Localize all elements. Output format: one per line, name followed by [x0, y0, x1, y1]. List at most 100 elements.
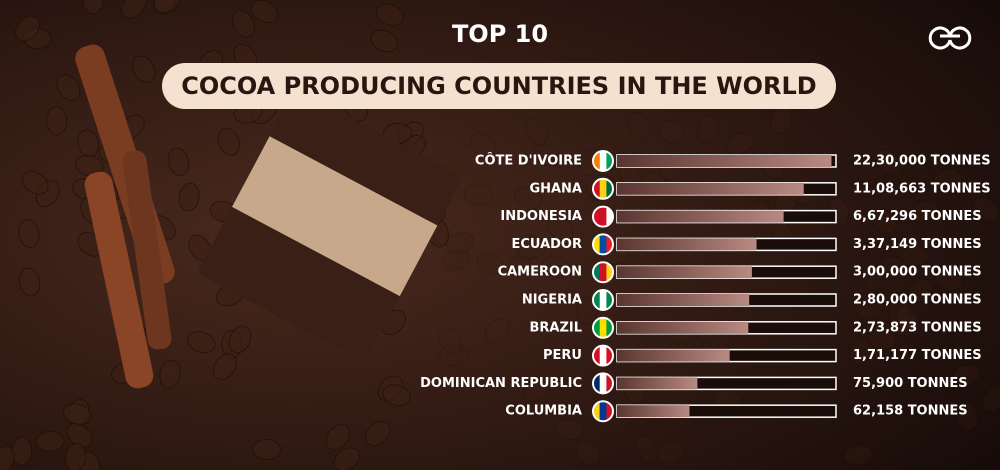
flag-border [592, 289, 614, 311]
bean [153, 0, 181, 13]
flag-stripe [593, 401, 600, 422]
bean [217, 127, 240, 156]
bar [617, 182, 804, 195]
value-label: 62,158 TONNES [853, 404, 968, 419]
bean [982, 386, 1000, 412]
bean [178, 182, 200, 212]
flag-stripe [599, 234, 607, 255]
bean [484, 318, 511, 343]
value-label: 3,37,149 TONNES [853, 237, 982, 252]
bean [956, 402, 978, 431]
flag-stripe [606, 262, 613, 283]
bar [617, 155, 832, 167]
bean [542, 255, 571, 278]
bean [868, 328, 897, 350]
flag-stripe [599, 262, 607, 283]
flag-stripe [599, 290, 607, 310]
value-label: 75,900 TONNES [853, 376, 968, 391]
flag-stripe [593, 234, 600, 255]
bean [555, 418, 585, 440]
bean [514, 186, 543, 210]
flag-stripe [606, 317, 613, 338]
bar [617, 321, 749, 334]
bean [228, 325, 252, 354]
bean [888, 296, 910, 326]
bean [656, 440, 685, 463]
category-label: CAMEROON [498, 265, 582, 280]
bean [250, 0, 279, 23]
flag-stripe [593, 206, 600, 227]
bean [907, 278, 934, 304]
flag-border [592, 344, 614, 367]
bean [658, 120, 686, 144]
bean [438, 327, 463, 355]
bean [325, 424, 351, 451]
bean [935, 268, 963, 292]
bean [382, 384, 411, 407]
bean [463, 184, 493, 206]
bean [66, 422, 93, 448]
bean [333, 447, 361, 472]
cinnamon [75, 44, 175, 389]
bean [442, 249, 471, 272]
category-label: PERU [543, 348, 582, 363]
bean [376, 3, 405, 27]
bean [516, 233, 539, 262]
bean [132, 55, 156, 83]
flag-stripe [606, 234, 613, 255]
flag-stripe [606, 373, 613, 394]
flag-border [592, 261, 614, 284]
bean [445, 231, 475, 254]
bean [844, 444, 873, 466]
category-label: COLUMBIA [505, 404, 582, 419]
bean [854, 297, 884, 319]
subtitle-pill [162, 63, 836, 109]
bean [18, 219, 40, 248]
bean [508, 255, 536, 280]
bean [159, 359, 181, 389]
value-label: 3,00,000 TONNES [853, 265, 982, 280]
bean [523, 378, 551, 402]
flag-stripe [593, 373, 600, 394]
flag-stripe [606, 206, 613, 227]
bean [0, 445, 15, 474]
bean [365, 420, 391, 447]
title: TOP 10 [452, 20, 548, 48]
bean [232, 10, 256, 38]
bean [861, 261, 883, 291]
bean [546, 217, 574, 241]
bean [900, 245, 930, 267]
flag-border [592, 177, 614, 200]
category-label: GHANA [529, 181, 582, 196]
bean [849, 337, 872, 366]
bean [533, 143, 561, 167]
flag-stripe [593, 290, 600, 310]
flag-stripe [599, 373, 607, 394]
bean [167, 147, 190, 177]
bean [696, 115, 719, 145]
bean [18, 267, 41, 297]
flag-stripe [606, 290, 613, 310]
bean [470, 132, 496, 158]
category-label: BRAZIL [529, 320, 582, 335]
flag-stripe [593, 151, 600, 171]
flag-border [592, 372, 614, 395]
bean [951, 364, 981, 387]
flag-border [592, 400, 614, 423]
flag-stripe [606, 401, 613, 422]
bean [875, 149, 901, 175]
bar [617, 405, 690, 418]
bean [725, 132, 755, 155]
flag-stripe [599, 345, 607, 366]
bean [895, 304, 917, 334]
bean [575, 440, 601, 467]
value-label: 1,71,177 TONNES [853, 348, 982, 363]
category-label: ECUADOR [512, 237, 583, 252]
bean [892, 313, 920, 336]
value-label: 22,30,000 TONNES [853, 154, 991, 169]
bean [879, 256, 909, 278]
subtitle: COCOA PRODUCING COUNTRIES IN THE WORLD [181, 72, 816, 100]
flag-stripe [593, 178, 600, 199]
bean [75, 154, 104, 177]
